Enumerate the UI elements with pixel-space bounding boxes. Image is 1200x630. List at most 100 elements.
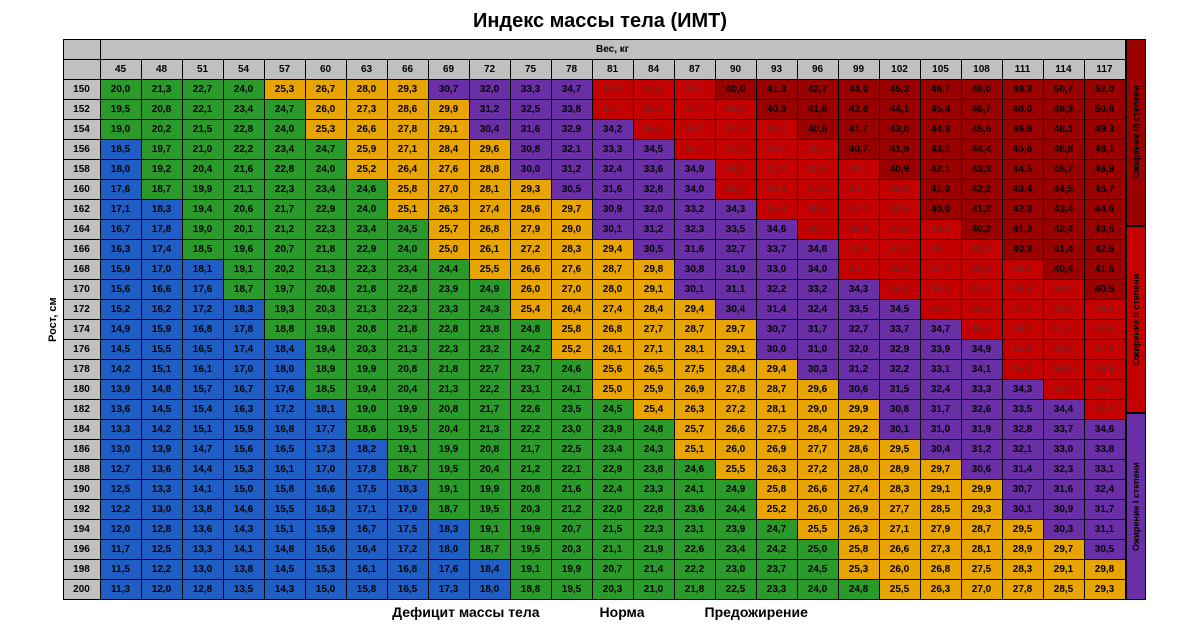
bmi-cell: 34,3 bbox=[838, 280, 879, 300]
bmi-cell: 20,7 bbox=[551, 520, 592, 540]
bmi-cell: 19,5 bbox=[551, 580, 592, 600]
bmi-cell: 24,4 bbox=[428, 260, 469, 280]
bmi-cell: 22,2 bbox=[674, 560, 715, 580]
bmi-cell: 32,0 bbox=[838, 340, 879, 360]
bmi-cell: 26,5 bbox=[633, 360, 674, 380]
bmi-cell: 13,8 bbox=[182, 500, 223, 520]
bmi-cell: 29,3 bbox=[1084, 580, 1125, 600]
bmi-cell: 27,4 bbox=[592, 300, 633, 320]
bmi-cell: 12,8 bbox=[141, 520, 182, 540]
bmi-cell: 20,6 bbox=[223, 200, 264, 220]
bmi-cell: 13,3 bbox=[141, 480, 182, 500]
weight-col-header: 87 bbox=[674, 60, 715, 80]
bmi-cell: 16,6 bbox=[305, 480, 346, 500]
bmi-cell: 19,1 bbox=[469, 520, 510, 540]
bmi-cell: 21,1 bbox=[592, 540, 633, 560]
bmi-cell: 23,9 bbox=[715, 520, 756, 540]
bmi-cell: 43,3 bbox=[961, 160, 1002, 180]
bmi-cell: 42,3 bbox=[1002, 200, 1043, 220]
bmi-cell: 26,0 bbox=[510, 280, 551, 300]
bmi-cell: 20,7 bbox=[592, 560, 633, 580]
bmi-cell: 19,4 bbox=[305, 340, 346, 360]
bmi-cell: 27,1 bbox=[633, 340, 674, 360]
bmi-cell: 18,8 bbox=[264, 320, 305, 340]
bmi-cell: 29,7 bbox=[551, 200, 592, 220]
bmi-cell: 45,7 bbox=[1084, 180, 1125, 200]
bmi-cell: 35,9 bbox=[838, 240, 879, 260]
bmi-cell: 42,4 bbox=[1043, 220, 1084, 240]
bmi-cell: 25,1 bbox=[674, 440, 715, 460]
right-legend-item: Ожирение III степени bbox=[1126, 39, 1146, 226]
right-legend-stack: Ожирение III степениОжирение II степениО… bbox=[1126, 39, 1146, 600]
bmi-cell: 19,4 bbox=[182, 200, 223, 220]
bmi-cell: 34,0 bbox=[797, 260, 838, 280]
bmi-cell: 17,3 bbox=[305, 440, 346, 460]
bmi-cell: 20,8 bbox=[469, 440, 510, 460]
bmi-cell: 14,3 bbox=[223, 520, 264, 540]
bmi-cell: 33,9 bbox=[920, 340, 961, 360]
bmi-cell: 32,2 bbox=[879, 360, 920, 380]
bmi-cell: 26,4 bbox=[551, 300, 592, 320]
bmi-cell: 16,5 bbox=[182, 340, 223, 360]
bmi-cell: 31,7 bbox=[797, 320, 838, 340]
bmi-cell: 30,4 bbox=[920, 440, 961, 460]
bmi-cell: 17,3 bbox=[428, 580, 469, 600]
bmi-cell: 48,1 bbox=[1084, 140, 1125, 160]
bmi-cell: 26,3 bbox=[920, 580, 961, 600]
bmi-cell: 46,7 bbox=[961, 100, 1002, 120]
bmi-cell: 18,2 bbox=[346, 440, 387, 460]
bmi-cell: 37,5 bbox=[797, 180, 838, 200]
bmi-cell: 31,6 bbox=[674, 240, 715, 260]
bmi-cell: 19,9 bbox=[551, 560, 592, 580]
bmi-cell: 19,7 bbox=[141, 140, 182, 160]
bmi-cell: 17,6 bbox=[264, 380, 305, 400]
bmi-cell: 34,7 bbox=[920, 320, 961, 340]
bmi-cell: 45,7 bbox=[1043, 160, 1084, 180]
height-row-header: 192 bbox=[63, 500, 100, 520]
bmi-cell: 46,7 bbox=[920, 80, 961, 100]
bmi-cell: 20,8 bbox=[387, 360, 428, 380]
bmi-cell: 21,0 bbox=[182, 140, 223, 160]
y-axis-label: Рост, см bbox=[43, 39, 63, 600]
bmi-cell: 28,5 bbox=[1043, 580, 1084, 600]
bmi-cell: 20,8 bbox=[428, 400, 469, 420]
bmi-cell: 22,0 bbox=[592, 500, 633, 520]
bmi-cell: 38,3 bbox=[961, 260, 1002, 280]
bmi-cell: 46,8 bbox=[1002, 120, 1043, 140]
bmi-cell: 16,6 bbox=[141, 280, 182, 300]
bmi-cell: 27,2 bbox=[510, 240, 551, 260]
bmi-cell: 28,5 bbox=[920, 500, 961, 520]
height-row-header: 156 bbox=[63, 140, 100, 160]
bmi-cell: 38,1 bbox=[920, 240, 961, 260]
bmi-cell: 33,7 bbox=[879, 320, 920, 340]
bmi-cell: 32,9 bbox=[879, 340, 920, 360]
bmi-cell: 18,4 bbox=[469, 560, 510, 580]
bmi-cell: 29,9 bbox=[961, 480, 1002, 500]
bmi-cell: 40,9 bbox=[879, 160, 920, 180]
bmi-cell: 30,5 bbox=[1084, 540, 1125, 560]
bmi-cell: 32,2 bbox=[756, 280, 797, 300]
bmi-cell: 22,6 bbox=[674, 540, 715, 560]
bmi-cell: 35,1 bbox=[592, 100, 633, 120]
bmi-cell: 41,0 bbox=[920, 180, 961, 200]
bmi-cell: 13,0 bbox=[141, 500, 182, 520]
bmi-cell: 32,4 bbox=[1084, 480, 1125, 500]
bmi-cell: 22,1 bbox=[182, 100, 223, 120]
bmi-cell: 24,8 bbox=[633, 420, 674, 440]
bmi-cell: 27,7 bbox=[797, 440, 838, 460]
bmi-cell: 33,8 bbox=[551, 100, 592, 120]
bmi-cell: 29,5 bbox=[1002, 520, 1043, 540]
bmi-cell: 31,6 bbox=[592, 180, 633, 200]
bmi-cell: 30,8 bbox=[674, 260, 715, 280]
height-row-header: 160 bbox=[63, 180, 100, 200]
bmi-cell: 19,9 bbox=[510, 520, 551, 540]
bmi-cell: 33,6 bbox=[633, 160, 674, 180]
bmi-cell: 29,8 bbox=[1084, 560, 1125, 580]
weight-col-header: 111 bbox=[1002, 60, 1043, 80]
bmi-cell: 34,6 bbox=[756, 220, 797, 240]
bmi-cell: 34,0 bbox=[674, 180, 715, 200]
right-legend-item: Ожирение I степени bbox=[1126, 413, 1146, 600]
bmi-cell: 36,0 bbox=[592, 80, 633, 100]
bmi-cell: 32,8 bbox=[633, 180, 674, 200]
bmi-cell: 17,2 bbox=[182, 300, 223, 320]
